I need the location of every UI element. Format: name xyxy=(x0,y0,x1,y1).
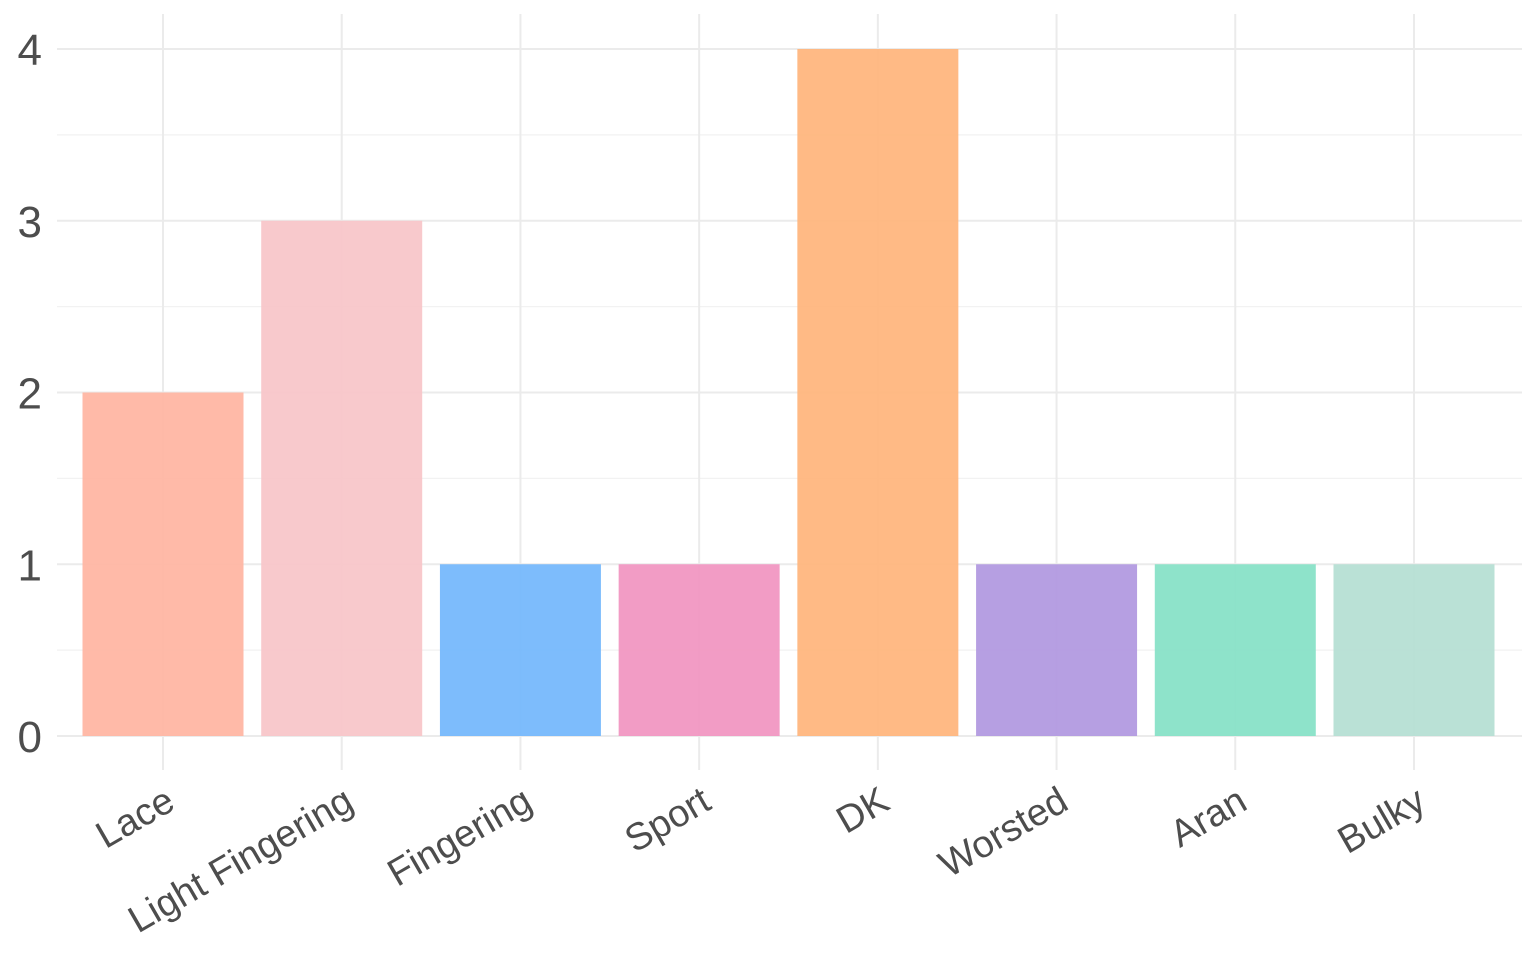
x-tick-label: Aran xyxy=(1163,779,1254,856)
x-tick-label: Lace xyxy=(89,779,181,857)
x-tick-label: Fingering xyxy=(381,779,539,895)
y-tick-label: 4 xyxy=(18,26,42,75)
bar-sport xyxy=(618,564,780,736)
y-tick-label: 2 xyxy=(18,370,42,419)
bar-aran xyxy=(1154,564,1316,736)
y-tick-label: 1 xyxy=(18,541,42,590)
y-axis-tick-labels: 0 1 2 3 4 xyxy=(18,26,42,762)
y-tick-label: 0 xyxy=(18,713,42,762)
x-tick-label: Bulky xyxy=(1331,779,1432,862)
x-tick-label: Sport xyxy=(618,779,718,861)
x-tick-label: Worsted xyxy=(932,779,1075,886)
y-tick-label: 3 xyxy=(18,198,42,247)
bar-light-fingering xyxy=(261,220,423,736)
x-tick-label: DK xyxy=(830,779,897,842)
bar-worsted xyxy=(976,564,1138,736)
bars xyxy=(82,49,1495,736)
bar-fingering xyxy=(439,564,601,736)
bar-dk xyxy=(797,49,959,736)
bar-bulky xyxy=(1333,564,1495,736)
bar-lace xyxy=(82,392,244,736)
